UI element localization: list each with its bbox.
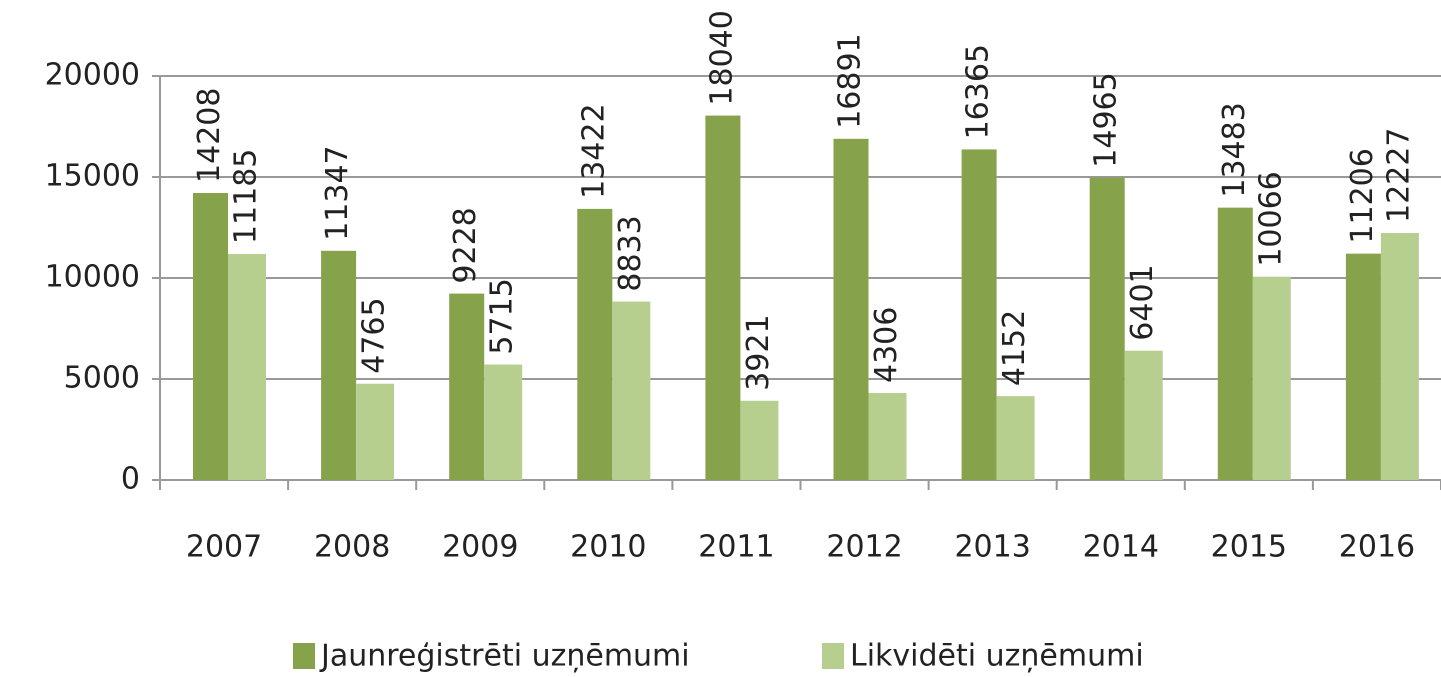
y-tick-label: 5000 bbox=[64, 361, 140, 396]
y-tick-label: 20000 bbox=[45, 58, 140, 93]
bar bbox=[833, 138, 869, 480]
data-label: 5715 bbox=[485, 278, 520, 354]
legend-swatch bbox=[293, 643, 315, 669]
bar bbox=[321, 250, 357, 480]
bar bbox=[484, 364, 523, 480]
data-label: 6401 bbox=[1125, 264, 1160, 340]
data-label: 10066 bbox=[1253, 171, 1288, 266]
data-label: 13483 bbox=[1217, 102, 1252, 197]
data-label: 14208 bbox=[192, 88, 227, 183]
data-label: 11347 bbox=[320, 145, 355, 240]
bar bbox=[228, 254, 266, 480]
data-label: 9228 bbox=[448, 207, 483, 283]
bar bbox=[868, 393, 907, 480]
bar bbox=[356, 383, 395, 480]
bar bbox=[612, 301, 651, 480]
data-label: 4306 bbox=[869, 307, 904, 383]
y-tick-label: 10000 bbox=[45, 260, 140, 295]
x-tick-label: 2010 bbox=[570, 530, 646, 565]
bar bbox=[705, 115, 741, 480]
bar bbox=[577, 208, 613, 480]
legend-label: Jaunreģistrēti uzņēmumi bbox=[319, 639, 690, 674]
data-label: 11185 bbox=[229, 149, 264, 244]
legend-label: Likvidēti uzņēmumi bbox=[850, 639, 1144, 674]
x-tick-label: 2011 bbox=[698, 530, 774, 565]
bar bbox=[740, 400, 779, 480]
data-label: 8833 bbox=[613, 215, 648, 291]
data-label: 16365 bbox=[961, 44, 996, 139]
x-tick-label: 2009 bbox=[442, 530, 518, 565]
bar bbox=[1124, 350, 1163, 480]
legend-swatch bbox=[822, 643, 844, 669]
data-label: 13422 bbox=[576, 103, 611, 198]
bar bbox=[1345, 253, 1381, 480]
data-label: 18040 bbox=[704, 10, 739, 105]
x-tick-label: 2015 bbox=[1211, 530, 1287, 565]
bar bbox=[193, 192, 228, 480]
x-tick-label: 2008 bbox=[314, 530, 390, 565]
bar bbox=[1089, 177, 1125, 480]
data-label: 12227 bbox=[1381, 128, 1416, 223]
x-tick-label: 2007 bbox=[186, 530, 262, 565]
bar bbox=[1217, 207, 1253, 480]
bar bbox=[996, 396, 1035, 480]
data-label: 11206 bbox=[1345, 148, 1380, 243]
data-label: 14965 bbox=[1089, 72, 1124, 167]
data-label: 3921 bbox=[741, 314, 776, 390]
x-tick-label: 2013 bbox=[954, 530, 1030, 565]
bar bbox=[1252, 276, 1291, 480]
y-tick-label: 15000 bbox=[45, 159, 140, 194]
data-label: 4152 bbox=[997, 310, 1032, 386]
x-tick-label: 2014 bbox=[1083, 530, 1159, 565]
bar bbox=[449, 293, 485, 480]
bar bbox=[1380, 233, 1419, 480]
data-label: 16891 bbox=[833, 33, 868, 128]
x-tick-label: 2016 bbox=[1339, 530, 1415, 565]
bar bbox=[961, 149, 997, 480]
y-tick-label: 0 bbox=[121, 462, 140, 497]
x-tick-label: 2012 bbox=[826, 530, 902, 565]
data-label: 4765 bbox=[357, 297, 392, 373]
